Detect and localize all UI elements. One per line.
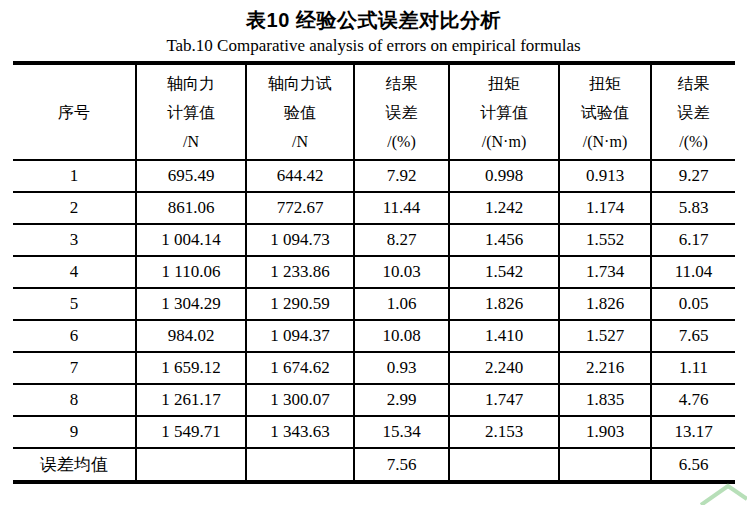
table-cell: 1 343.63 bbox=[246, 416, 354, 448]
table-cell: 1 094.73 bbox=[246, 224, 354, 256]
table-cell: 772.67 bbox=[246, 192, 354, 224]
table-cell: 861.06 bbox=[136, 192, 246, 224]
table-row: 91 549.711 343.6315.342.1531.90313.17 bbox=[13, 416, 735, 448]
table-row: 81 261.171 300.072.991.7471.8354.76 bbox=[13, 384, 735, 416]
table-cell: 7.65 bbox=[651, 320, 735, 352]
table-row: 1695.49644.427.920.9980.9139.27 bbox=[13, 160, 735, 192]
corner-artifact bbox=[697, 483, 747, 505]
table-cell: 1.410 bbox=[449, 320, 559, 352]
column-header: 序号 bbox=[13, 63, 136, 160]
table-caption-en: Tab.10 Comparative analysis of errors on… bbox=[0, 33, 747, 58]
table-cell: 10.08 bbox=[354, 320, 449, 352]
table-cell bbox=[246, 448, 354, 482]
column-header: 结果 误差 /(%) bbox=[354, 63, 449, 160]
table-cell: 0.913 bbox=[559, 160, 651, 192]
table-cell: 1.826 bbox=[449, 288, 559, 320]
table-cell: 1.174 bbox=[559, 192, 651, 224]
table-cell: 1.552 bbox=[559, 224, 651, 256]
table-cell: 2 bbox=[13, 192, 136, 224]
table-cell: 1 110.06 bbox=[136, 256, 246, 288]
table-row: 6984.021 094.3710.081.4101.5277.65 bbox=[13, 320, 735, 352]
table-cell: 3 bbox=[13, 224, 136, 256]
table-cell: 644.42 bbox=[246, 160, 354, 192]
table-row: 31 004.141 094.738.271.4561.5526.17 bbox=[13, 224, 735, 256]
table-cell: 11.44 bbox=[354, 192, 449, 224]
table-cell bbox=[449, 448, 559, 482]
table-cell: 15.34 bbox=[354, 416, 449, 448]
column-header: 扭矩 试验值 /(N·m) bbox=[559, 63, 651, 160]
table-cell: 1 004.14 bbox=[136, 224, 246, 256]
table-caption-zh: 表10 经验公式误差对比分析 bbox=[0, 7, 747, 33]
table-cell: 7 bbox=[13, 352, 136, 384]
table-cell: 6.17 bbox=[651, 224, 735, 256]
table-cell: 1.06 bbox=[354, 288, 449, 320]
table-cell: 8 bbox=[13, 384, 136, 416]
table-cell: 1 261.17 bbox=[136, 384, 246, 416]
table-cell: 13.17 bbox=[651, 416, 735, 448]
table-cell: 0.998 bbox=[449, 160, 559, 192]
table-cell: 1.835 bbox=[559, 384, 651, 416]
table-cell: 11.04 bbox=[651, 256, 735, 288]
table-cell: 1.527 bbox=[559, 320, 651, 352]
table-cell: 1 304.29 bbox=[136, 288, 246, 320]
column-header: 结果 误差 /(%) bbox=[651, 63, 735, 160]
table-cell: 8.27 bbox=[354, 224, 449, 256]
column-header: 轴向力试 验值 /N bbox=[246, 63, 354, 160]
table-cell bbox=[559, 448, 651, 482]
table-cell: 4 bbox=[13, 256, 136, 288]
table-cell: 1.456 bbox=[449, 224, 559, 256]
table-cell: 2.153 bbox=[449, 416, 559, 448]
table-cell: 2.216 bbox=[559, 352, 651, 384]
table-cell: 1.903 bbox=[559, 416, 651, 448]
table-cell: 1.242 bbox=[449, 192, 559, 224]
table-cell: 1.542 bbox=[449, 256, 559, 288]
table-body: 1695.49644.427.920.9980.9139.272861.0677… bbox=[13, 160, 735, 482]
table-cell: 1 290.59 bbox=[246, 288, 354, 320]
table-cell: 2.240 bbox=[449, 352, 559, 384]
table-cell: 9 bbox=[13, 416, 136, 448]
header-row: 序号轴向力 计算值 /N轴向力试 验值 /N结果 误差 /(%)扭矩 计算值 /… bbox=[13, 63, 735, 160]
table-cell: 695.49 bbox=[136, 160, 246, 192]
column-header: 扭矩 计算值 /(N·m) bbox=[449, 63, 559, 160]
column-header: 轴向力 计算值 /N bbox=[136, 63, 246, 160]
comparison-table: 序号轴向力 计算值 /N轴向力试 验值 /N结果 误差 /(%)扭矩 计算值 /… bbox=[13, 61, 735, 484]
table-cell: 误差均值 bbox=[13, 448, 136, 482]
table-cell: 1.11 bbox=[651, 352, 735, 384]
table-cell: 7.92 bbox=[354, 160, 449, 192]
table-cell: 1 bbox=[13, 160, 136, 192]
table-cell: 5 bbox=[13, 288, 136, 320]
table-cell: 1 094.37 bbox=[246, 320, 354, 352]
table-cell: 0.05 bbox=[651, 288, 735, 320]
table-row: 2861.06772.6711.441.2421.1745.83 bbox=[13, 192, 735, 224]
table-cell: 6 bbox=[13, 320, 136, 352]
table-cell: 1 674.62 bbox=[246, 352, 354, 384]
table-cell: 7.56 bbox=[354, 448, 449, 482]
table-cell: 1 233.86 bbox=[246, 256, 354, 288]
table-cell: 1.826 bbox=[559, 288, 651, 320]
table-cell: 5.83 bbox=[651, 192, 735, 224]
table-cell: 0.93 bbox=[354, 352, 449, 384]
table-cell: 4.76 bbox=[651, 384, 735, 416]
table-cell bbox=[136, 448, 246, 482]
table-row: 41 110.061 233.8610.031.5421.73411.04 bbox=[13, 256, 735, 288]
table-cell: 10.03 bbox=[354, 256, 449, 288]
table-row: 71 659.121 674.620.932.2402.2161.11 bbox=[13, 352, 735, 384]
table-cell: 1 549.71 bbox=[136, 416, 246, 448]
table-cell: 1.734 bbox=[559, 256, 651, 288]
table-cell: 2.99 bbox=[354, 384, 449, 416]
table-cell: 9.27 bbox=[651, 160, 735, 192]
table-row: 51 304.291 290.591.061.8261.8260.05 bbox=[13, 288, 735, 320]
table-cell: 6.56 bbox=[651, 448, 735, 482]
mean-error-row: 误差均值 7.56 6.56 bbox=[13, 448, 735, 482]
table-header: 序号轴向力 计算值 /N轴向力试 验值 /N结果 误差 /(%)扭矩 计算值 /… bbox=[13, 63, 735, 160]
table-cell: 1 659.12 bbox=[136, 352, 246, 384]
table-cell: 984.02 bbox=[136, 320, 246, 352]
table-cell: 1 300.07 bbox=[246, 384, 354, 416]
table-cell: 1.747 bbox=[449, 384, 559, 416]
